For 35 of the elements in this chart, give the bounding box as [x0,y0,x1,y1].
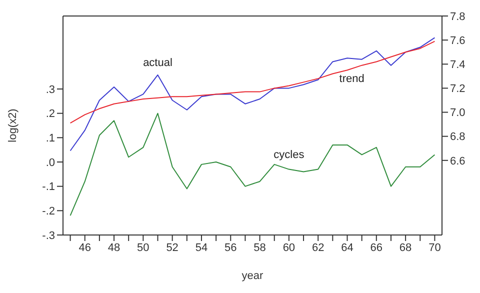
series-label: cycles [274,149,305,162]
x-axis-title: year [242,270,264,282]
x-tick-label: 62 [312,242,324,254]
y-tick-label: .0 [46,156,55,169]
x-tick-label: 48 [108,242,120,254]
y-tick-label: .3 [46,84,55,96]
x-tick-label: 50 [137,242,150,254]
y-tick-label: .1 [46,132,55,145]
x-tick-label: 58 [254,242,266,254]
y-tick-label: -.2 [42,206,55,218]
line-series [70,112,436,216]
series-label: trend [339,73,364,86]
x-tick-label: 54 [195,242,208,254]
y2-tick-label: 6.6 [450,155,466,168]
y2-tick-label: 7.0 [450,107,466,120]
y-tick-label: -.1 [42,181,55,194]
y2-tick-label: 7.4 [450,59,466,72]
y-axis-title: log(x2) [6,108,19,142]
series-label: actual [143,56,172,69]
y2-tick-label: 7.6 [450,34,466,47]
x-tick-label: 52 [166,242,178,254]
x-tick-label: 46 [78,242,91,254]
x-tick-label: 68 [399,242,412,254]
y-tick-label: .2 [46,108,55,120]
y2-tick-label: 6.8 [450,131,466,144]
line-series [70,40,436,124]
x-tick-label: 64 [341,242,354,254]
x-tick-label: 70 [428,242,441,254]
y2-tick-label: 7.8 [450,10,466,23]
x-tick-label: 56 [224,242,237,254]
y2-tick-label: 7.2 [450,83,466,96]
line-series [70,37,436,152]
x-tick-label: 66 [370,242,383,254]
x-tick-label: 60 [282,242,296,254]
y-tick-label: -.3 [42,230,55,242]
